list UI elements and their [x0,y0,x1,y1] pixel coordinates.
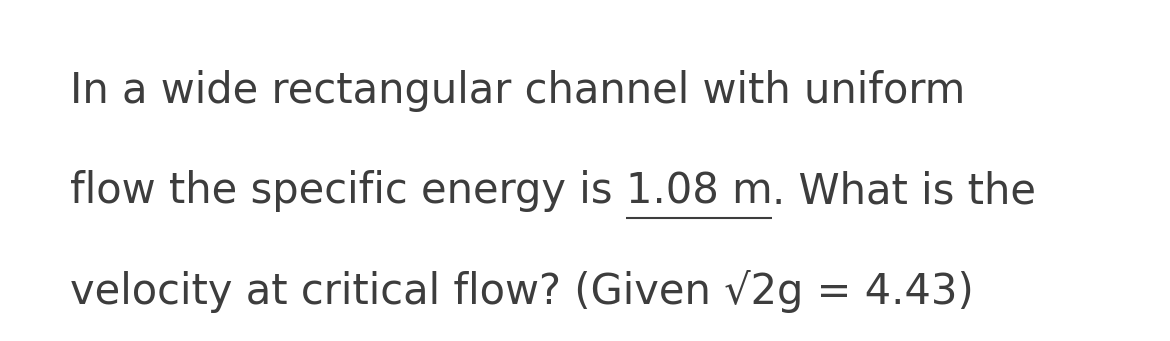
Text: In a wide rectangular channel with uniform: In a wide rectangular channel with unifo… [70,70,965,112]
Text: 1.08 m: 1.08 m [626,170,772,212]
Text: . What is the: . What is the [772,170,1037,212]
Text: flow the specific energy is: flow the specific energy is [70,170,626,212]
Text: velocity at critical flow? (Given √2g = 4.43): velocity at critical flow? (Given √2g = … [70,270,973,313]
